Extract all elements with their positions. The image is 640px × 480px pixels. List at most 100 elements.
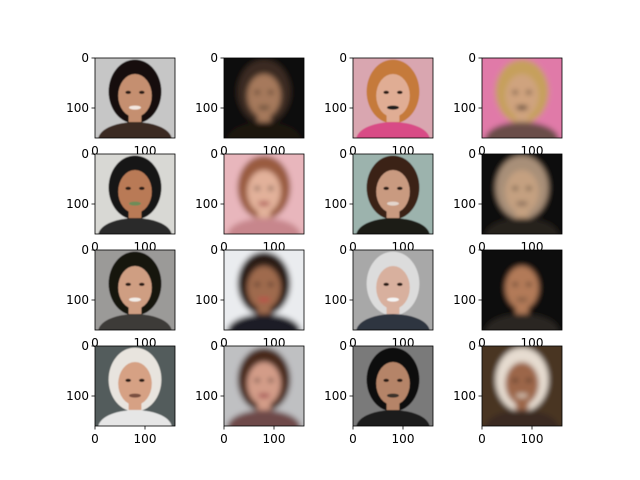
y-tick-label: 100 [324, 293, 347, 307]
y-tick-label: 100 [195, 293, 218, 307]
y-tick-label: 0 [81, 243, 89, 257]
right-eye [526, 378, 532, 382]
left-eye [254, 282, 260, 286]
face-photo-image [353, 154, 433, 234]
generated-face-image [224, 250, 304, 330]
mouth [129, 105, 141, 110]
right-eye [268, 378, 274, 382]
subplot-1-0: 0 100 [66, 147, 176, 235]
mouth [258, 201, 270, 206]
axes-frame [481, 153, 563, 235]
x-tick-label-hidden: 0 [349, 240, 357, 254]
x-tick-label-hidden: 0 [349, 336, 357, 350]
mouth [516, 393, 528, 398]
subplot-2-0: 0 100 [66, 243, 176, 331]
x-tick-label: 100 [521, 432, 544, 446]
subplot-1-3: 0 100 [453, 147, 563, 235]
face-photo-image [353, 250, 433, 330]
x-tick-label-hidden: 0 [220, 336, 228, 350]
clothing-region [356, 122, 430, 138]
subplot-grid: 0 100 0 100 0 100 0 100 0 100 0 100 0 100 0 100 0 100 0 100… [66, 51, 563, 446]
x-tick-label-hidden: 0 [220, 240, 228, 254]
y-tick-label: 0 [339, 51, 347, 65]
subplot-3-1: 0 100 0 100 [195, 339, 305, 446]
y-tick-label: 0 [339, 339, 347, 353]
axes-frame [223, 57, 305, 139]
left-eye [383, 186, 390, 190]
right-eye [526, 282, 532, 286]
left-eye [125, 378, 131, 382]
face-region [376, 362, 410, 406]
clothing-region [98, 218, 172, 234]
face-region [247, 266, 281, 310]
clothing-region [227, 314, 301, 330]
y-tick-label: 100 [453, 101, 476, 115]
mouth [516, 105, 528, 110]
x-tick-label: 0 [349, 432, 357, 446]
face-region [376, 74, 410, 118]
x-tick-label-hidden: 0 [220, 144, 228, 158]
clothing-region [227, 410, 301, 426]
face-photo-image [95, 154, 175, 234]
clothing-region [227, 122, 301, 138]
left-eye [125, 90, 131, 94]
subplot-3-3: 0 100 0 100 [453, 339, 563, 446]
mouth [258, 105, 270, 110]
subplot-0-0: 0 100 [66, 51, 176, 139]
x-tick-label-hidden: 0 [478, 144, 486, 158]
axes-frame [481, 249, 563, 331]
face-region [247, 362, 281, 406]
axes-frame [94, 345, 176, 427]
left-eye [125, 186, 131, 190]
face-photo-image [353, 346, 433, 426]
y-tick-label: 0 [468, 147, 476, 161]
mouth [387, 297, 399, 302]
mouth [516, 201, 528, 206]
face-region [505, 362, 539, 406]
y-tick-label: 0 [81, 339, 89, 353]
x-tick-label: 100 [263, 432, 286, 446]
y-tick-label: 0 [210, 147, 218, 161]
right-eye [268, 90, 274, 94]
right-eye [526, 90, 532, 94]
mouth [129, 297, 141, 302]
y-tick-label: 100 [66, 101, 89, 115]
face-region [118, 362, 152, 406]
clothing-region [98, 314, 172, 330]
x-tick-label: 0 [220, 432, 228, 446]
mouth [387, 201, 399, 206]
y-tick-label: 0 [210, 243, 218, 257]
left-eye [512, 282, 518, 286]
generated-face-image [482, 250, 562, 330]
face-region [118, 266, 152, 310]
right-eye [397, 378, 403, 382]
left-eye [125, 282, 131, 286]
y-tick-label: 0 [210, 51, 218, 65]
y-tick-label: 100 [66, 197, 89, 211]
face-region [118, 74, 152, 118]
axes-frame [352, 57, 434, 139]
right-eye [397, 90, 403, 94]
subplot-0-2: 0 100 [324, 51, 434, 139]
mouth [516, 297, 528, 302]
x-tick-label: 100 [392, 432, 415, 446]
x-tick-label-hidden: 0 [478, 240, 486, 254]
axes-frame [481, 345, 563, 427]
mouth [258, 393, 270, 398]
y-tick-label: 100 [195, 197, 218, 211]
x-tick-label-hidden: 0 [91, 240, 99, 254]
generated-face-image [224, 58, 304, 138]
x-tick-label: 100 [134, 432, 157, 446]
subplot-2-1: 0 100 [195, 243, 305, 331]
subplot-2-2: 0 100 [324, 243, 434, 331]
y-tick-label: 100 [66, 389, 89, 403]
y-tick-label: 100 [324, 197, 347, 211]
face-region [247, 170, 281, 214]
axes-frame [352, 153, 434, 235]
right-eye [268, 186, 274, 190]
clothing-region [485, 314, 559, 330]
y-tick-label: 0 [468, 51, 476, 65]
right-eye [139, 90, 145, 94]
y-tick-label: 0 [468, 243, 476, 257]
